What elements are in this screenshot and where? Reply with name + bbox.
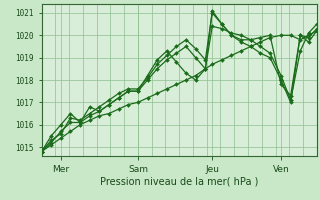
X-axis label: Pression niveau de la mer( hPa ): Pression niveau de la mer( hPa ) xyxy=(100,177,258,187)
